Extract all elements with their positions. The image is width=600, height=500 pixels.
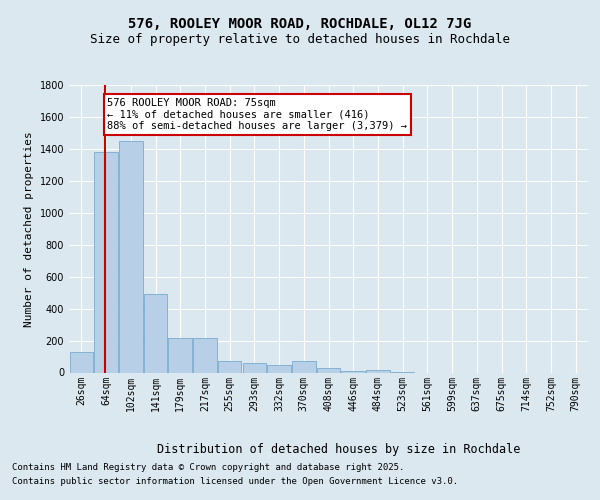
Text: Distribution of detached houses by size in Rochdale: Distribution of detached houses by size … bbox=[157, 442, 521, 456]
Bar bbox=[94, 152, 118, 372]
Bar bbox=[144, 294, 167, 372]
Bar bbox=[119, 141, 143, 372]
Bar bbox=[292, 362, 316, 372]
Bar bbox=[317, 368, 340, 372]
Text: Size of property relative to detached houses in Rochdale: Size of property relative to detached ho… bbox=[90, 32, 510, 46]
Bar bbox=[242, 363, 266, 372]
Bar bbox=[193, 338, 217, 372]
Text: 576, ROOLEY MOOR ROAD, ROCHDALE, OL12 7JG: 576, ROOLEY MOOR ROAD, ROCHDALE, OL12 7J… bbox=[128, 18, 472, 32]
Bar bbox=[70, 352, 93, 372]
Text: Contains HM Land Registry data © Crown copyright and database right 2025.: Contains HM Land Registry data © Crown c… bbox=[12, 464, 404, 472]
Bar bbox=[268, 366, 291, 372]
Text: Contains public sector information licensed under the Open Government Licence v3: Contains public sector information licen… bbox=[12, 477, 458, 486]
Y-axis label: Number of detached properties: Number of detached properties bbox=[24, 131, 34, 326]
Bar bbox=[341, 371, 365, 372]
Bar bbox=[366, 370, 389, 372]
Text: 576 ROOLEY MOOR ROAD: 75sqm
← 11% of detached houses are smaller (416)
88% of se: 576 ROOLEY MOOR ROAD: 75sqm ← 11% of det… bbox=[107, 98, 407, 131]
Bar bbox=[218, 360, 241, 372]
Bar bbox=[169, 338, 192, 372]
